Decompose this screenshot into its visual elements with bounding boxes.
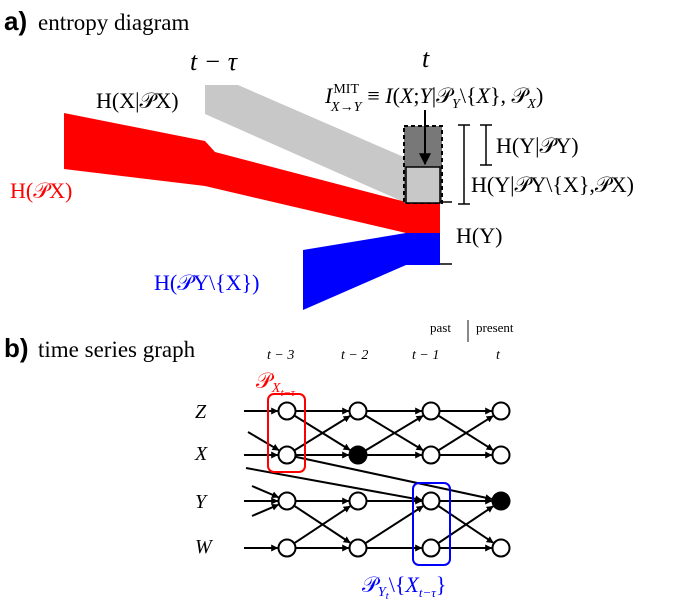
node-y-0 bbox=[277, 491, 297, 511]
label-h-y: H(Y) bbox=[456, 223, 502, 248]
present-label: present bbox=[476, 320, 514, 335]
edge-x-to-z-1 bbox=[364, 415, 424, 452]
gray-band-h-x-given-px bbox=[205, 85, 406, 203]
label-h-x-given-px: H(X|𝒫X) bbox=[96, 88, 179, 113]
edge-in-y-down bbox=[251, 503, 279, 517]
panel-b-title: time series graph bbox=[38, 337, 196, 362]
label-h-px: H(𝒫X) bbox=[10, 178, 72, 203]
edge-w-to-y-1 bbox=[364, 505, 424, 545]
time-label-t: t bbox=[496, 348, 501, 363]
light-box-h-y-given-py bbox=[405, 166, 441, 204]
panel-a-letter: a) bbox=[4, 6, 27, 36]
past-label: past bbox=[430, 320, 451, 335]
bracket-h-y-given-py bbox=[480, 124, 492, 166]
red-band-h-px bbox=[64, 113, 440, 233]
label-h-py-minus-x: H(𝒫Y\{X}) bbox=[154, 270, 259, 295]
edge-x-to-y-lag3 bbox=[295, 455, 493, 502]
node-w-2 bbox=[421, 538, 441, 558]
node-w-3 bbox=[491, 538, 511, 558]
time-label-t-1: t − 1 bbox=[412, 348, 439, 363]
label-py-t: 𝒫Yt\{Xt−τ} bbox=[362, 572, 446, 602]
node-z-2 bbox=[421, 401, 441, 421]
row-label-x: X bbox=[194, 443, 208, 465]
edge-x-to-z-0 bbox=[293, 415, 351, 452]
node-w-0 bbox=[277, 538, 297, 558]
node-x-0 bbox=[277, 445, 297, 465]
blue-band-h-py-minus-x bbox=[303, 233, 440, 310]
py-condition-box bbox=[412, 482, 451, 566]
panel-b-letter: b) bbox=[4, 333, 29, 363]
time-label-t-2: t − 2 bbox=[341, 348, 368, 363]
row-label-y: Y bbox=[195, 491, 208, 513]
label-px-t-tau: 𝒫Xt−τ bbox=[256, 368, 296, 399]
time-label-t: t bbox=[422, 44, 430, 73]
edge-in-x-diag bbox=[247, 431, 280, 452]
label-mit-formula: IMIT X→Y ≡ I(X;Y|𝒫Y\{X}, 𝒫X) bbox=[324, 82, 543, 115]
time-label-t-minus-tau: t − τ bbox=[190, 47, 239, 76]
node-z-1 bbox=[348, 401, 368, 421]
node-z-0 bbox=[277, 401, 297, 421]
node-y-3 bbox=[491, 491, 511, 511]
px-condition-box bbox=[267, 393, 306, 473]
node-y-1 bbox=[348, 491, 368, 511]
edge-in-to-y-t1 bbox=[245, 467, 423, 503]
node-w-1 bbox=[348, 538, 368, 558]
node-x-3 bbox=[491, 445, 511, 465]
bracket-h-y bbox=[440, 201, 452, 265]
node-x-1 bbox=[348, 445, 368, 465]
node-y-2 bbox=[421, 491, 441, 511]
row-label-z: Z bbox=[195, 401, 207, 423]
time-label-t-3: t − 3 bbox=[267, 348, 294, 363]
row-label-w: W bbox=[195, 536, 214, 558]
node-x-2 bbox=[421, 445, 441, 465]
edge-y-to-w-2 bbox=[437, 504, 494, 544]
edge-in-y-up bbox=[251, 485, 279, 499]
panel-a-title: entropy diagram bbox=[38, 10, 189, 35]
label-h-y-given-py-minus-x-px: H(Y|𝒫Y\{X},𝒫X) bbox=[471, 172, 634, 197]
label-h-y-given-py: H(Y|𝒫Y) bbox=[496, 133, 579, 158]
bracket-h-y-given-py-minus-x bbox=[458, 124, 470, 205]
edge-y-to-w-0 bbox=[293, 504, 351, 544]
node-z-3 bbox=[491, 401, 511, 421]
edge-x-to-z-2 bbox=[437, 415, 494, 452]
